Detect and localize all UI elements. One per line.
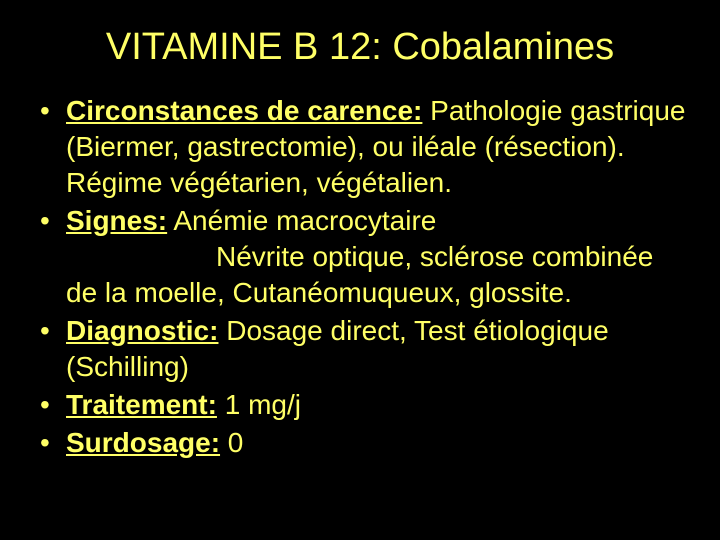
bullet-list: • Circonstances de carence: Pathologie g… xyxy=(30,93,690,461)
list-item: • Circonstances de carence: Pathologie g… xyxy=(30,93,690,201)
bullet-label: Surdosage: xyxy=(66,427,220,458)
slide-title: VITAMINE B 12: Cobalamines xyxy=(30,26,690,69)
bullet-dot: • xyxy=(30,93,66,129)
bullet-continuation: Névrite optique, sclérose combinée de la… xyxy=(66,241,653,308)
bullet-dot: • xyxy=(30,425,66,461)
bullet-dot: • xyxy=(30,313,66,349)
bullet-content: Circonstances de carence: Pathologie gas… xyxy=(66,93,690,201)
bullet-content: Signes: Anémie macrocytaire Névrite opti… xyxy=(66,203,690,311)
bullet-dot: • xyxy=(30,203,66,239)
bullet-text: 0 xyxy=(220,427,243,458)
bullet-content: Traitement: 1 mg/j xyxy=(66,387,690,423)
list-item: • Signes: Anémie macrocytaire Névrite op… xyxy=(30,203,690,311)
bullet-text: 1 mg/j xyxy=(217,389,301,420)
bullet-text: Anémie macrocytaire xyxy=(167,205,436,236)
bullet-content: Surdosage: 0 xyxy=(66,425,690,461)
list-item: • Surdosage: 0 xyxy=(30,425,690,461)
bullet-label: Circonstances de carence: xyxy=(66,95,422,126)
bullet-label: Signes: xyxy=(66,205,167,236)
bullet-label: Traitement: xyxy=(66,389,217,420)
bullet-dot: • xyxy=(30,387,66,423)
list-item: • Traitement: 1 mg/j xyxy=(30,387,690,423)
bullet-content: Diagnostic: Dosage direct, Test étiologi… xyxy=(66,313,690,385)
bullet-label: Diagnostic: xyxy=(66,315,218,346)
list-item: • Diagnostic: Dosage direct, Test étiolo… xyxy=(30,313,690,385)
